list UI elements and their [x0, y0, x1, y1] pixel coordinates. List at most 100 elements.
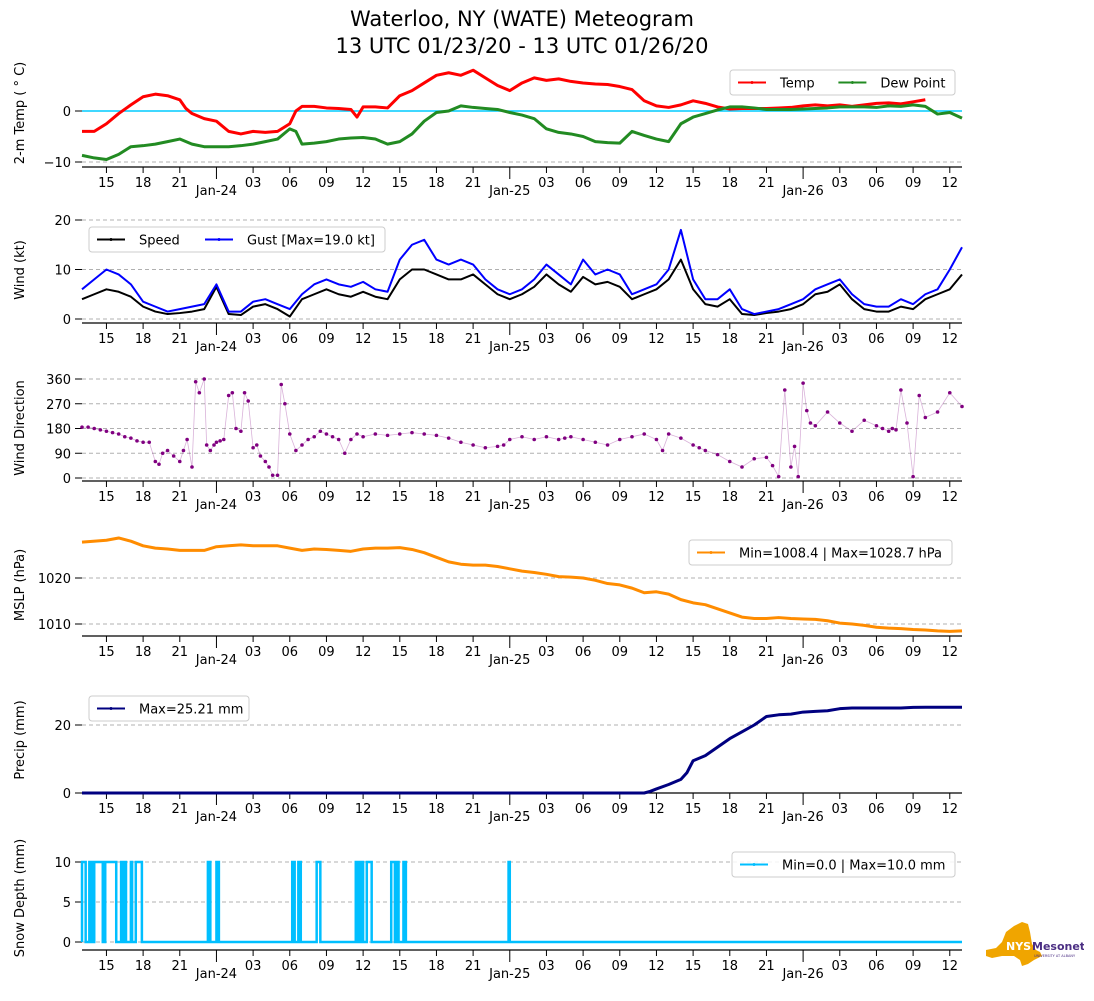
x-tick-label: 21	[172, 490, 189, 505]
y-tick-label: 0	[63, 472, 71, 487]
wind-direction-point	[263, 459, 268, 464]
wind-direction-point	[642, 432, 647, 436]
legend-label: Gust [Max=19.0 kt]	[247, 234, 375, 249]
x-tick-label: 06	[868, 959, 885, 974]
y-axis-label: Precip (mm)	[13, 700, 28, 779]
y-tick-label: −10	[44, 156, 71, 171]
wind-direction-point	[279, 382, 284, 387]
wind-direction-point	[446, 436, 451, 440]
y-axis-label: Wind Direction	[13, 380, 28, 476]
x-tick-label: 06	[575, 959, 592, 974]
wind-direction-point	[520, 434, 524, 439]
x-tick-label: 18	[135, 802, 152, 817]
y-tick-label: 360	[46, 373, 71, 388]
x-tick-label: 03	[245, 176, 262, 191]
y-tick-label: 0	[63, 313, 71, 328]
wind-direction-point	[544, 434, 549, 439]
x-tick-label: 03	[832, 959, 849, 974]
logo-brand-text: Mesonet	[1032, 940, 1084, 953]
wind-direction-point	[434, 433, 439, 438]
wind-direction-point	[251, 445, 255, 450]
x-tick-label: 21	[758, 802, 775, 817]
x-tick-label: 15	[392, 802, 409, 817]
wind-direction-point	[459, 440, 463, 445]
y-tick-label: 0	[63, 787, 71, 802]
wind-direction-point	[935, 410, 940, 414]
legend-label: Min=0.0 | Max=10.0 mm	[782, 859, 945, 874]
wind-direction-point	[862, 418, 867, 423]
legend-wind: Speed Gust [Max=19.0 kt]	[88, 226, 386, 253]
y-tick-label: 90	[54, 447, 71, 462]
wind-direction-point	[792, 444, 797, 449]
x-tick-label: Jan-24	[195, 184, 237, 199]
legend-box	[688, 539, 953, 566]
panel-mslp: 1010 1020 MSLP (hPa) 15 18 21 Jan-24 03 06 09 12 15…	[13, 536, 963, 668]
wind-direction-point	[373, 432, 378, 436]
wind-direction-point	[275, 473, 280, 478]
x-tick-label: 09	[612, 959, 629, 974]
wind-direction-point	[349, 437, 353, 442]
legend-box	[88, 695, 250, 722]
wind-direction-point	[355, 432, 359, 436]
x-tick-label: 12	[942, 645, 959, 660]
x-tick-label: 21	[465, 176, 482, 191]
x-tick-label: 03	[832, 645, 849, 660]
wind-direction-point	[129, 436, 133, 440]
x-tick-label: 03	[832, 176, 849, 191]
wind-direction-point	[135, 439, 139, 443]
wind-direction-point	[764, 455, 769, 460]
x-tick-label: 18	[135, 959, 152, 974]
legend-label: Speed	[139, 234, 180, 249]
wind-direction-point	[242, 390, 247, 395]
wind-direction-point	[287, 432, 292, 436]
wind-direction-point	[886, 429, 891, 434]
x-tick-label: 09	[318, 332, 335, 347]
y-tick-label: 20	[54, 214, 71, 229]
x-tick-label: 09	[612, 490, 629, 505]
x-tick-label: 12	[648, 645, 665, 660]
x-tick-label: 12	[942, 332, 959, 347]
x-tick-label: 21	[465, 959, 482, 974]
wind-direction-point	[122, 434, 127, 439]
x-tick-label: 12	[648, 332, 665, 347]
wind-direction-point	[617, 437, 622, 442]
wind-direction-point	[226, 393, 231, 398]
x-tick-label: 21	[465, 802, 482, 817]
wind-direction-point	[234, 426, 238, 431]
wind-direction-point	[917, 393, 922, 398]
x-tick-label: Jan-26	[781, 184, 823, 199]
legend-marker	[217, 238, 221, 241]
chart-title-line2: 13 UTC 01/23/20 - 13 UTC 01/26/20	[335, 34, 709, 58]
wind-direction-point	[153, 459, 158, 464]
x-tick-label: 06	[575, 176, 592, 191]
wind-direction-point	[110, 430, 115, 435]
wind-direction-point	[776, 474, 781, 479]
x-tick-label: 03	[245, 959, 262, 974]
y-tick-label: 10	[54, 264, 71, 279]
x-tick-label: 18	[428, 645, 445, 660]
x-tick-label: 09	[318, 959, 335, 974]
wind-direction-point	[193, 379, 198, 384]
x-tick-label: 03	[245, 645, 262, 660]
x-tick-label: Jan-25	[488, 184, 530, 199]
x-tick-label: 15	[392, 176, 409, 191]
wind-direction-point	[654, 437, 659, 442]
wind-direction-point	[501, 443, 506, 447]
wind-direction-point	[422, 432, 427, 436]
x-tick-label: 09	[905, 490, 922, 505]
x-tick-label: 12	[355, 959, 372, 974]
wind-direction-point	[556, 437, 561, 442]
x-tick-label: 18	[722, 176, 739, 191]
legend-marker	[709, 551, 713, 554]
x-tick-label: 09	[318, 490, 335, 505]
wind-direction-point	[569, 434, 573, 439]
wind-direction-point	[177, 459, 182, 464]
wind-direction-point	[410, 430, 414, 435]
x-tick-label: 06	[282, 490, 299, 505]
x-tick-label: 03	[538, 645, 555, 660]
series-wind-0-line	[81, 258, 963, 318]
x-tick-label: 15	[392, 490, 409, 505]
x-tick-label: 06	[575, 332, 592, 347]
x-tick-label: 09	[905, 959, 922, 974]
x-tick-label: 03	[538, 332, 555, 347]
